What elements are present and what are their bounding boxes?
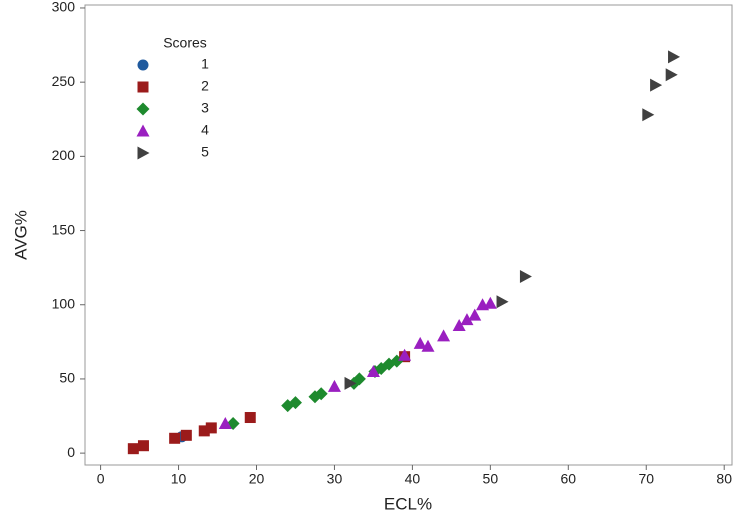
y-tick-label: 150 bbox=[52, 221, 76, 237]
x-tick-label: 0 bbox=[97, 471, 105, 487]
x-tick-label: 80 bbox=[716, 471, 732, 487]
point bbox=[398, 348, 412, 361]
y-tick-label: 300 bbox=[52, 0, 76, 15]
legend-marker bbox=[136, 102, 150, 116]
point bbox=[198, 425, 210, 437]
point bbox=[460, 313, 474, 326]
legend-marker bbox=[137, 81, 149, 93]
point bbox=[366, 365, 380, 378]
point bbox=[468, 308, 482, 321]
point bbox=[327, 379, 341, 392]
point bbox=[205, 422, 217, 434]
x-tick-label: 70 bbox=[638, 471, 654, 487]
y-axis-title: AVG% bbox=[11, 210, 30, 260]
legend-marker bbox=[136, 124, 150, 137]
x-tick-label: 50 bbox=[483, 471, 499, 487]
x-tick-label: 20 bbox=[249, 471, 265, 487]
y-tick-label: 200 bbox=[52, 147, 76, 163]
legend-label: 3 bbox=[201, 100, 209, 116]
legend-marker bbox=[137, 146, 150, 160]
y-tick-label: 50 bbox=[59, 370, 75, 386]
point bbox=[421, 339, 435, 352]
point bbox=[668, 50, 681, 64]
x-tick-label: 10 bbox=[171, 471, 187, 487]
point bbox=[642, 108, 655, 122]
point bbox=[452, 319, 466, 332]
point bbox=[519, 270, 532, 284]
y-tick-label: 250 bbox=[52, 73, 76, 89]
point bbox=[344, 376, 357, 390]
point bbox=[665, 68, 678, 82]
point bbox=[483, 296, 497, 309]
point bbox=[127, 443, 139, 455]
x-tick-label: 60 bbox=[561, 471, 577, 487]
legend-label: 2 bbox=[201, 78, 209, 94]
y-tick-label: 100 bbox=[52, 295, 76, 311]
plot-frame bbox=[84, 4, 733, 466]
legend-label: 1 bbox=[201, 56, 209, 72]
point bbox=[413, 336, 427, 349]
point bbox=[137, 440, 149, 452]
point bbox=[314, 387, 328, 401]
point bbox=[244, 412, 256, 424]
x-tick-label: 40 bbox=[405, 471, 421, 487]
legend-title: Scores bbox=[163, 35, 207, 51]
point bbox=[180, 429, 192, 441]
point bbox=[352, 372, 366, 386]
point bbox=[650, 78, 663, 92]
x-axis-title: ECL% bbox=[384, 494, 432, 513]
point bbox=[496, 295, 509, 309]
point bbox=[288, 396, 302, 410]
legend-marker bbox=[137, 59, 149, 71]
legend-label: 5 bbox=[201, 144, 209, 160]
point bbox=[218, 416, 232, 429]
point bbox=[437, 329, 451, 342]
y-tick-label: 0 bbox=[67, 444, 75, 460]
point bbox=[169, 432, 181, 444]
legend-label: 4 bbox=[201, 122, 209, 138]
x-tick-label: 30 bbox=[327, 471, 343, 487]
